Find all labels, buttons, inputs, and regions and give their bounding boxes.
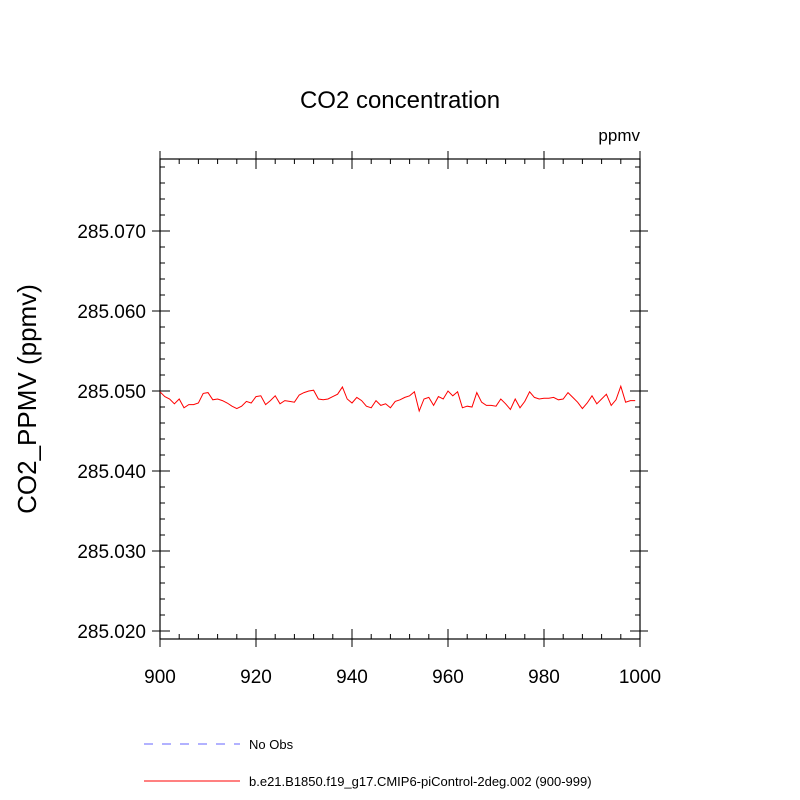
series-line <box>159 384 636 413</box>
x-tick-label: 1000 <box>619 667 661 688</box>
units-label: ppmv <box>598 126 640 145</box>
legend-label: No Obs <box>249 737 294 752</box>
y-axis-label: CO2_PPMV (ppmv) <box>12 284 42 514</box>
legend: No Obs b.e21.B1850.f19_g17.CMIP6-piContro… <box>144 737 592 789</box>
x-tick-label: 900 <box>144 667 176 688</box>
plot-frame <box>159 158 641 640</box>
y-tick-label: 285.070 <box>77 222 146 243</box>
legend-label: b.e21.B1850.f19_g17.CMIP6-piControl-2deg… <box>249 774 592 789</box>
x-tick-label: 920 <box>240 667 272 688</box>
axis-ticks <box>152 151 648 647</box>
y-tick-label: 285.050 <box>77 382 146 403</box>
x-tick-label: 980 <box>528 667 560 688</box>
x-tick-label: 960 <box>432 667 464 688</box>
y-tick-label: 285.030 <box>77 542 146 563</box>
y-tick-label: 285.020 <box>77 622 146 643</box>
axis-tick-labels: 900 920 940 960 980 1000 285.020 285.030 285.040… <box>77 222 661 688</box>
y-tick-label: 285.060 <box>77 302 146 323</box>
x-tick-label: 940 <box>336 667 368 688</box>
series-lines <box>159 384 636 413</box>
y-tick-label: 285.040 <box>77 462 146 483</box>
chart-title: CO2 concentration <box>300 87 500 114</box>
